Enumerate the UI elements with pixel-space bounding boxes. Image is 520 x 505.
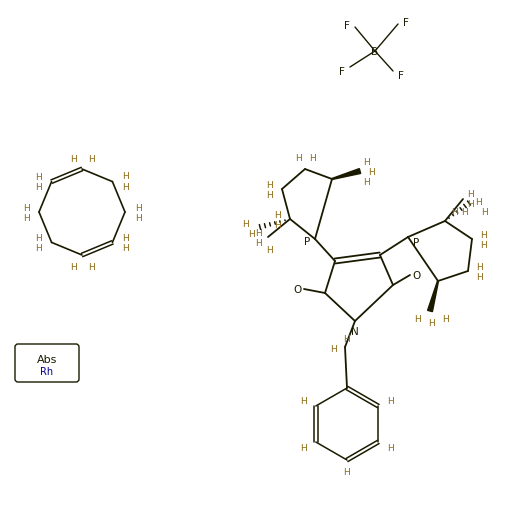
Text: H: H [480, 230, 487, 239]
Text: H: H [477, 272, 484, 281]
Text: H: H [275, 220, 281, 229]
Text: H: H [477, 262, 484, 271]
Text: H: H [363, 157, 370, 166]
Text: H: H [267, 245, 274, 254]
Text: F: F [398, 71, 404, 81]
Text: H: H [135, 203, 141, 212]
Text: P: P [413, 237, 419, 247]
Text: H: H [387, 396, 394, 405]
Text: H: H [243, 219, 250, 228]
Text: B: B [371, 47, 379, 57]
Polygon shape [332, 169, 361, 180]
Text: Abs: Abs [37, 355, 57, 364]
Text: H: H [275, 210, 281, 219]
Text: H: H [23, 203, 29, 212]
Text: H: H [88, 154, 94, 163]
Text: H: H [122, 233, 129, 242]
Text: H: H [249, 229, 255, 238]
Text: Rh: Rh [41, 366, 54, 376]
Text: H: H [428, 319, 435, 328]
Text: F: F [344, 21, 350, 31]
Text: H: H [482, 207, 488, 216]
Text: N: N [351, 326, 359, 336]
Text: H: H [331, 345, 337, 354]
Text: H: H [122, 243, 129, 252]
Text: H: H [452, 207, 458, 216]
Text: H: H [296, 153, 302, 162]
Text: H: H [467, 189, 474, 198]
Text: O: O [294, 284, 302, 294]
Text: H: H [476, 197, 483, 206]
Text: H: H [467, 199, 474, 208]
Text: H: H [443, 315, 449, 324]
Text: H: H [344, 468, 350, 477]
Text: P: P [304, 236, 310, 246]
Text: O: O [413, 271, 421, 280]
Text: H: H [35, 183, 42, 192]
Text: H: H [35, 243, 42, 252]
Text: H: H [23, 213, 29, 222]
Text: H: H [387, 443, 394, 452]
Polygon shape [427, 281, 438, 312]
Text: H: H [344, 334, 350, 343]
Text: H: H [35, 233, 42, 242]
Text: H: H [88, 262, 94, 271]
Text: H: H [414, 315, 421, 324]
Text: H: H [256, 238, 263, 247]
Text: H: H [267, 190, 274, 199]
Text: H: H [369, 167, 375, 176]
FancyBboxPatch shape [15, 344, 79, 382]
Text: H: H [267, 180, 274, 189]
Text: F: F [339, 67, 345, 77]
Text: H: H [256, 228, 263, 237]
Text: H: H [462, 207, 469, 216]
Text: H: H [363, 177, 370, 186]
Text: H: H [301, 396, 307, 405]
Text: H: H [122, 172, 129, 181]
Text: H: H [122, 183, 129, 192]
Text: H: H [309, 153, 316, 162]
Text: F: F [403, 18, 409, 28]
Text: H: H [480, 240, 487, 249]
Text: H: H [135, 213, 141, 222]
Text: H: H [70, 154, 76, 163]
Text: H: H [35, 173, 42, 182]
Text: H: H [70, 262, 76, 271]
Text: H: H [301, 443, 307, 452]
